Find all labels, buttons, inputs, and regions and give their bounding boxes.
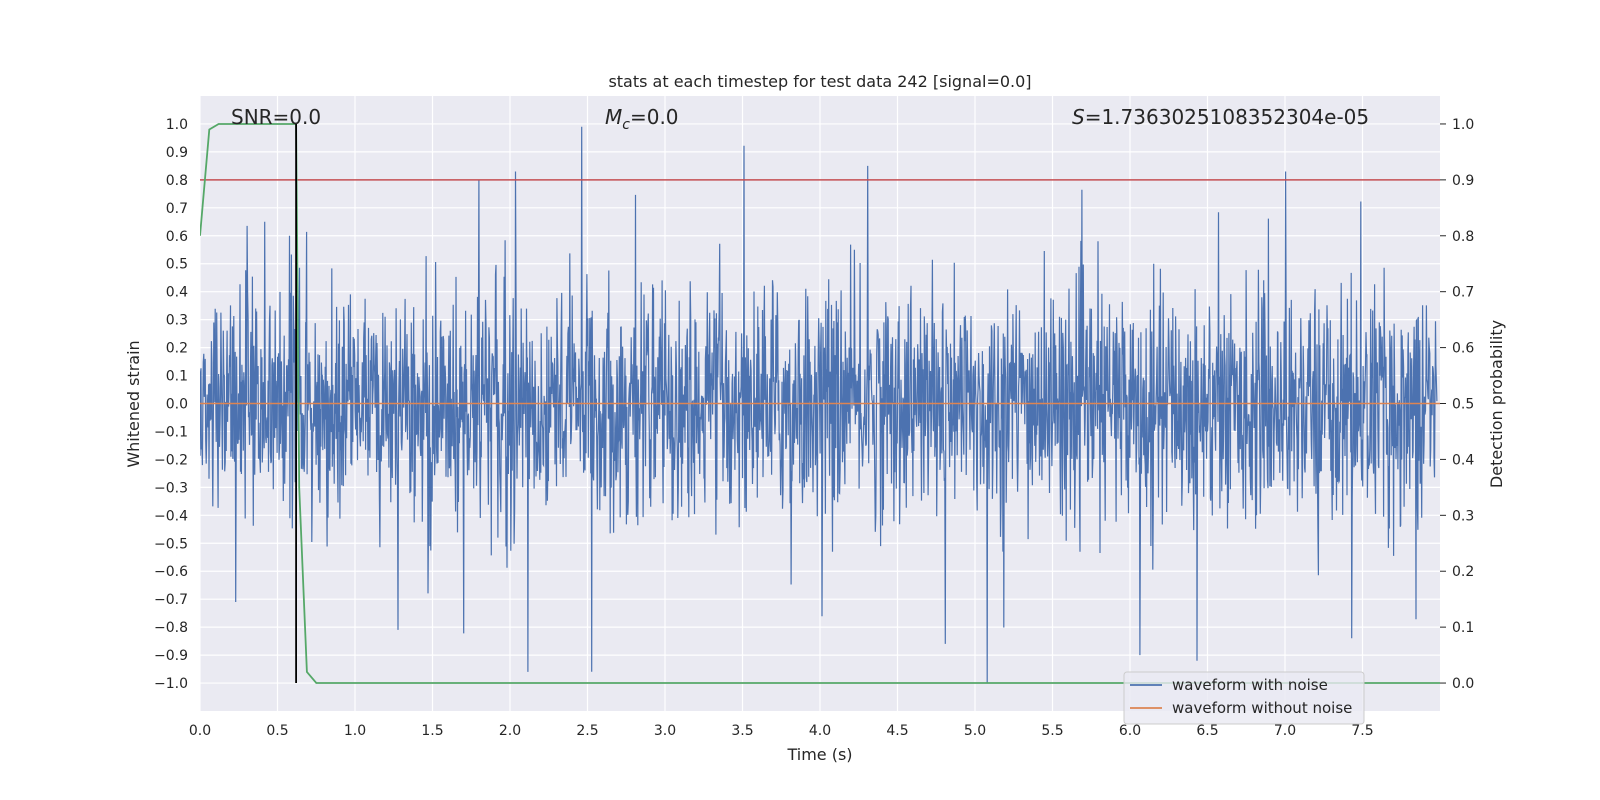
- x-tick-label: 7.5: [1351, 723, 1373, 739]
- legend-box: [1123, 671, 1365, 725]
- s-statistic-symbol: S: [1072, 105, 1085, 129]
- y2-tick-label: 0.7: [1452, 285, 1474, 301]
- chart-title: stats at each timestep for test data 242…: [608, 72, 1031, 91]
- y2-tick-label: 0.4: [1452, 452, 1474, 468]
- y-tick-label: −0.9: [154, 648, 188, 664]
- chirp-mass-subscript: c: [622, 117, 630, 133]
- plot-content: [200, 123, 1440, 684]
- y-tick-label: −0.2: [154, 452, 188, 468]
- y-tick-label: 0.6: [166, 229, 188, 245]
- x-tick-label: 4.5: [886, 723, 908, 739]
- snr-annotation: SNR=0.0: [231, 105, 321, 129]
- y-tick-label: 0.7: [166, 201, 188, 217]
- series-waveform-with-noise: [200, 126, 1438, 684]
- x-tick-label: 5.0: [964, 723, 986, 739]
- y-tick-label: −0.8: [154, 620, 188, 636]
- legend-label-clean: waveform without noise: [1172, 699, 1352, 717]
- x-tick-label: 3.5: [731, 723, 753, 739]
- chirp-mass-value: =0.0: [630, 105, 679, 129]
- x-tick-label: 4.0: [809, 723, 831, 739]
- y2-tick-label: 0.2: [1452, 564, 1474, 580]
- x-tick-label: 2.5: [576, 723, 598, 739]
- y-tick-label: −0.3: [154, 480, 188, 496]
- y-tick-label: −1.0: [154, 676, 188, 692]
- y2-axis-label: Detection probability: [1487, 320, 1506, 488]
- chirp-mass-symbol: M: [605, 105, 622, 129]
- series-detection-probability: [200, 123, 1440, 684]
- y-tick-label: 0.1: [166, 369, 188, 385]
- y-tick-label: 0.0: [166, 397, 188, 413]
- y-tick-label: 0.8: [166, 173, 188, 189]
- y-tick-label: 0.2: [166, 341, 188, 357]
- legend-label-noise: waveform with noise: [1172, 676, 1328, 694]
- x-tick-label: 2.0: [499, 723, 521, 739]
- y-tick-label: 0.5: [166, 257, 188, 273]
- y2-tick-label: 0.3: [1452, 508, 1474, 524]
- x-tick-label: 6.5: [1196, 723, 1218, 739]
- y-tick-label: 0.9: [166, 145, 188, 161]
- x-tick-label: 1.0: [344, 723, 366, 739]
- x-tick-label: 0.5: [266, 723, 288, 739]
- y-tick-label: 0.3: [166, 313, 188, 329]
- y2-tick-label: 0.1: [1452, 620, 1474, 636]
- y2-tick-label: 0.5: [1452, 397, 1474, 413]
- x-axis-label: Time (s): [786, 745, 852, 764]
- y-tick-label: −0.7: [154, 592, 188, 608]
- x-tick-label: 1.5: [421, 723, 443, 739]
- x-tick-label: 6.0: [1119, 723, 1141, 739]
- s-statistic-value: =1.7363025108352304e-05: [1085, 105, 1369, 129]
- y-tick-label: 0.4: [166, 285, 188, 301]
- y2-tick-label: 0.8: [1452, 229, 1474, 245]
- s-statistic-annotation: S=1.7363025108352304e-05: [1072, 105, 1369, 129]
- y2-tick-label: 0.6: [1452, 341, 1474, 357]
- y2-tick-label: 0.0: [1452, 676, 1474, 692]
- y-axis-label: Whitened strain: [124, 340, 143, 467]
- y-tick-label: −0.6: [154, 564, 188, 580]
- y-tick-label: −0.4: [154, 508, 188, 524]
- x-tick-label: 3.0: [654, 723, 676, 739]
- x-tick-label: 5.5: [1041, 723, 1063, 739]
- y2-tick-label: 1.0: [1452, 117, 1474, 133]
- chirp-mass-annotation: Mc=0.0: [605, 105, 679, 133]
- x-tick-label: 0.0: [189, 723, 211, 739]
- legend: waveform with noise waveform without noi…: [1123, 671, 1365, 725]
- y-tick-label: 1.0: [166, 117, 188, 133]
- y2-tick-label: 0.9: [1452, 173, 1474, 189]
- y-tick-label: −0.1: [154, 424, 188, 440]
- x-tick-label: 7.0: [1274, 723, 1296, 739]
- y-tick-label: −0.5: [154, 536, 188, 552]
